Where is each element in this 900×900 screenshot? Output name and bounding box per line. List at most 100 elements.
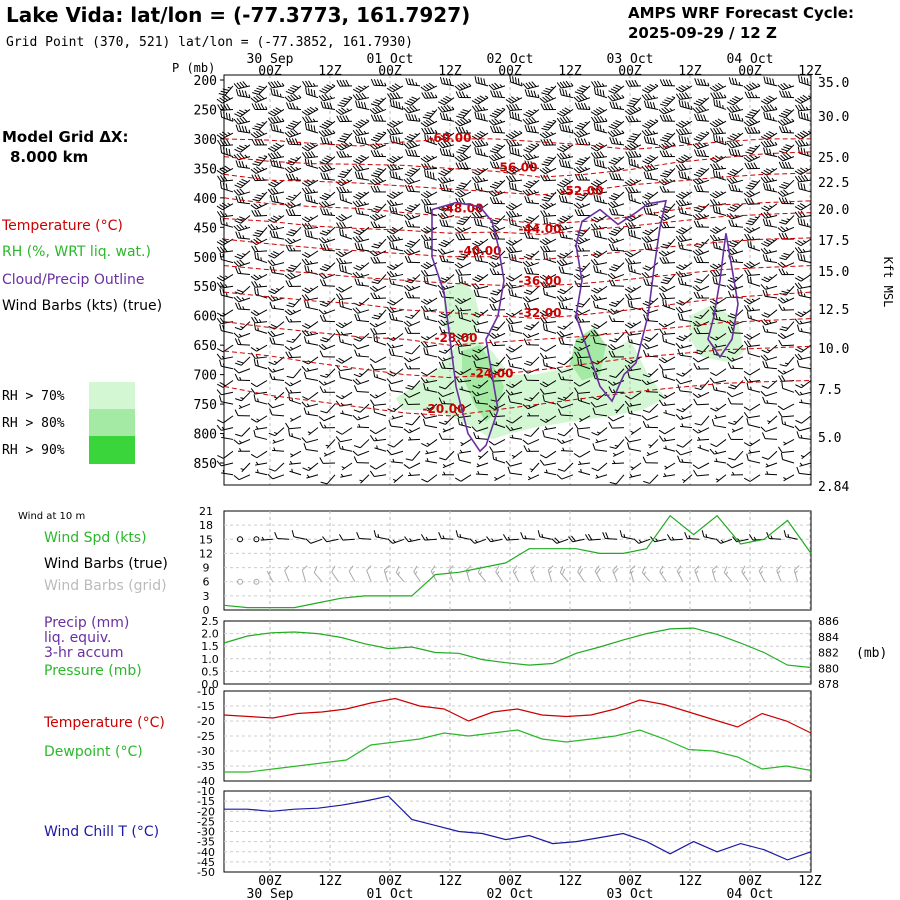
barb-feather bbox=[324, 263, 331, 268]
barb-half bbox=[325, 444, 330, 447]
barb-feather bbox=[343, 133, 351, 136]
barb-feather bbox=[459, 189, 466, 195]
barb-feather bbox=[336, 151, 341, 158]
barb-staff bbox=[258, 226, 268, 237]
barb-feather bbox=[445, 131, 452, 136]
barb-half bbox=[501, 107, 506, 110]
barb-feather bbox=[288, 195, 295, 199]
barb-feather bbox=[557, 326, 565, 330]
barb-staff bbox=[459, 415, 472, 419]
barb-feather bbox=[268, 290, 275, 295]
barb-feather bbox=[423, 85, 430, 91]
upper-air-barb bbox=[319, 84, 336, 94]
barb-staff bbox=[495, 144, 506, 154]
barb-staff bbox=[547, 120, 557, 131]
barb-staff bbox=[563, 356, 574, 366]
upper-air-barb bbox=[454, 82, 472, 91]
barb-half bbox=[306, 367, 310, 372]
upper-air-barb bbox=[269, 408, 285, 417]
barb-feather bbox=[543, 252, 546, 260]
upper-air-barb bbox=[423, 347, 438, 358]
upper-air-barb bbox=[371, 168, 387, 178]
upper-air-barb bbox=[539, 352, 557, 360]
barb-staff bbox=[510, 356, 523, 360]
barb-half bbox=[546, 291, 548, 296]
barb-feather bbox=[474, 211, 480, 218]
barb-feather bbox=[260, 103, 265, 110]
barb-half bbox=[549, 221, 551, 226]
upper-air-barb bbox=[250, 309, 268, 317]
barb-feather bbox=[305, 87, 308, 95]
barb-feather bbox=[474, 354, 480, 360]
upper-air-barb bbox=[557, 285, 574, 295]
barb-feather bbox=[511, 218, 514, 226]
upper-air-barb bbox=[442, 462, 455, 469]
top-date-label: 02 Oct bbox=[487, 52, 534, 67]
barb-feather bbox=[479, 130, 486, 136]
barb-half bbox=[326, 238, 330, 242]
barb-feather bbox=[270, 146, 277, 151]
upper-air-barb bbox=[522, 296, 540, 303]
barb-feather bbox=[511, 175, 517, 182]
barb-staff bbox=[492, 380, 506, 382]
upper-air-barb bbox=[304, 300, 319, 311]
barb-feather bbox=[471, 248, 477, 254]
barb-feather bbox=[461, 276, 463, 284]
upper-air-barb bbox=[539, 450, 557, 459]
barb-feather bbox=[522, 261, 529, 267]
barb-feather bbox=[404, 173, 412, 177]
barb-feather bbox=[492, 197, 497, 204]
barb-feather bbox=[492, 268, 497, 275]
upper-air-barb bbox=[319, 243, 336, 252]
barb-feather bbox=[508, 97, 515, 103]
barb-feather bbox=[321, 201, 327, 207]
barb-half bbox=[528, 412, 531, 417]
upper-air-barb bbox=[371, 274, 387, 284]
barb-feather bbox=[489, 114, 497, 118]
barb-feather bbox=[370, 114, 375, 122]
barb-half bbox=[495, 362, 500, 365]
barb-staff bbox=[340, 109, 353, 115]
barb-half bbox=[584, 237, 588, 241]
barb-feather bbox=[270, 294, 276, 301]
barb-feather bbox=[440, 141, 446, 148]
upper-air-barb bbox=[494, 474, 506, 482]
barb-feather bbox=[319, 303, 327, 307]
barb-feather bbox=[404, 137, 412, 142]
barb-half bbox=[307, 360, 311, 363]
barb-feather bbox=[405, 315, 412, 319]
barb-feather bbox=[224, 94, 231, 100]
barb-feather bbox=[360, 137, 364, 144]
upper-air-barb bbox=[386, 306, 404, 313]
upper-air-barb bbox=[252, 191, 268, 202]
barb-feather bbox=[353, 409, 361, 413]
barb-staff bbox=[306, 226, 319, 230]
barb-staff bbox=[460, 474, 472, 482]
barb-half bbox=[461, 421, 463, 426]
barb-staff bbox=[425, 344, 438, 348]
barb-feather bbox=[526, 360, 533, 364]
barb-half bbox=[296, 105, 299, 110]
barb-half bbox=[238, 404, 242, 408]
barb-half bbox=[327, 229, 331, 232]
upper-air-barb bbox=[505, 246, 523, 254]
upper-air-barb bbox=[556, 438, 574, 445]
barb-feather bbox=[285, 422, 290, 429]
upper-air-barb bbox=[473, 360, 489, 370]
barb-feather bbox=[291, 102, 296, 110]
barb-feather bbox=[494, 146, 501, 150]
barb-staff bbox=[289, 309, 302, 316]
barb-feather bbox=[288, 173, 293, 181]
barb-feather bbox=[505, 175, 511, 182]
barb-half bbox=[582, 247, 585, 252]
barb-feather bbox=[457, 155, 464, 161]
barb-feather bbox=[335, 293, 341, 300]
barb-staff bbox=[560, 414, 574, 417]
barb-feather bbox=[321, 230, 329, 234]
barb-half bbox=[312, 118, 316, 122]
upper-air-barb bbox=[353, 226, 370, 236]
barb-half bbox=[459, 449, 463, 453]
barb-feather bbox=[320, 481, 328, 485]
barb-feather bbox=[389, 157, 396, 162]
barb-half bbox=[289, 346, 294, 350]
